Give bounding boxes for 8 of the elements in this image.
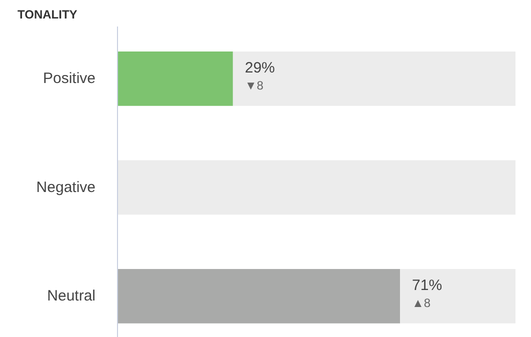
annotation: ▲8 xyxy=(412,296,431,310)
y-tick-label: Neutral xyxy=(47,288,96,305)
text: 29% xyxy=(244,60,275,77)
chart-title: TONALITY xyxy=(18,8,78,22)
y-tick-label: Positive xyxy=(42,70,96,88)
annotation: ▼8 xyxy=(244,78,264,93)
text: 71% xyxy=(412,277,442,294)
y-tick-label: Negative xyxy=(36,178,96,196)
